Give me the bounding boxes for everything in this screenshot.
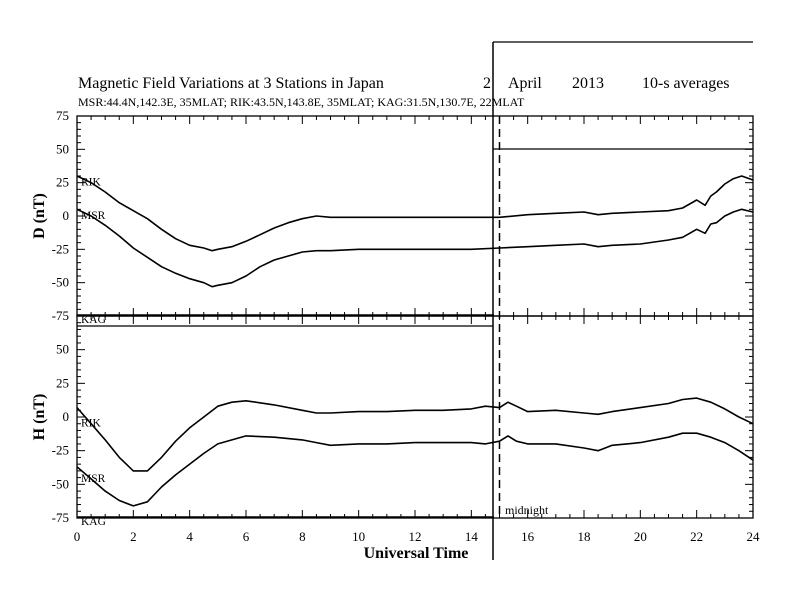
top-ytick-label: 75 — [56, 108, 69, 123]
chart-title: Magnetic Field Variations at 3 Stations … — [78, 75, 384, 92]
top-ytick-label: 50 — [56, 141, 69, 156]
xtick-label: 8 — [299, 529, 306, 544]
bottom-panel-series: RIK MSR KAG — [76, 397, 754, 528]
bottom-ytick-label: 0 — [63, 409, 70, 424]
top-panel-ticks: 75 50 25 0 -25 -50 -75 — [52, 108, 754, 323]
bottom-panel-ticks: 50 25 0 -25 -50 -75 — [52, 315, 754, 525]
bottom-ytick-label: -25 — [52, 443, 69, 458]
midnight-label: midnight — [505, 503, 549, 517]
top-ytick-label: -75 — [52, 308, 69, 323]
top-ytick-label: -25 — [52, 241, 69, 256]
series-line-msr — [76, 208, 754, 288]
series-label-msr: MSR — [81, 210, 106, 222]
xtick-label: 0 — [74, 529, 81, 544]
bottom-panel-frame — [76, 315, 754, 519]
xtick-label: 14 — [465, 529, 479, 544]
date-month: April — [508, 75, 542, 92]
averaging-label: 10-s averages — [642, 75, 730, 92]
bottom-ytick-label: 25 — [56, 375, 69, 390]
top-ylabel: D (nT) — [31, 193, 48, 239]
series-line-rik — [76, 175, 754, 252]
xtick-label: 18 — [578, 529, 591, 544]
bottom-ylabel: H (nT) — [31, 394, 48, 441]
xtick-label: 2 — [130, 529, 137, 544]
bottom-ytick-label: 50 — [56, 342, 69, 357]
series-line-msr — [76, 432, 754, 507]
top-ytick-label: -50 — [52, 275, 69, 290]
date-year: 2013 — [572, 75, 604, 92]
series-label-msr: MSR — [81, 473, 106, 485]
xtick-label: 20 — [634, 529, 647, 544]
bottom-ytick-label: -75 — [52, 510, 69, 525]
bottom-ytick-label: -50 — [52, 476, 69, 491]
top-ytick-label: 25 — [56, 175, 69, 190]
series-label-rik: RIK — [81, 418, 102, 430]
top-ytick-label: 0 — [63, 208, 70, 223]
series-label-kag: KAG — [81, 516, 106, 528]
x-axis-label: Universal Time — [364, 545, 469, 562]
series-label-rik: RIK — [81, 177, 102, 189]
xtick-label: 22 — [690, 529, 703, 544]
stations-subtitle: MSR:44.4N,142.3E, 35MLAT; RIK:43.5N,143.… — [78, 95, 525, 109]
series-line-rik — [76, 397, 754, 472]
xtick-label: 6 — [243, 529, 250, 544]
xtick-label: 4 — [186, 529, 193, 544]
xtick-label: 16 — [521, 529, 535, 544]
xtick-label: 12 — [409, 529, 422, 544]
xtick-label: 10 — [352, 529, 365, 544]
top-panel-frame — [76, 115, 754, 317]
xtick-label: 24 — [747, 529, 761, 544]
series-label-kag: KAG — [81, 314, 106, 326]
x-axis-ticks: 0 2 4 6 8 10 12 14 16 18 20 22 24 — [74, 116, 760, 544]
top-panel-series: RIK MSR KAG — [76, 175, 754, 326]
date-day: 2 — [483, 75, 491, 92]
